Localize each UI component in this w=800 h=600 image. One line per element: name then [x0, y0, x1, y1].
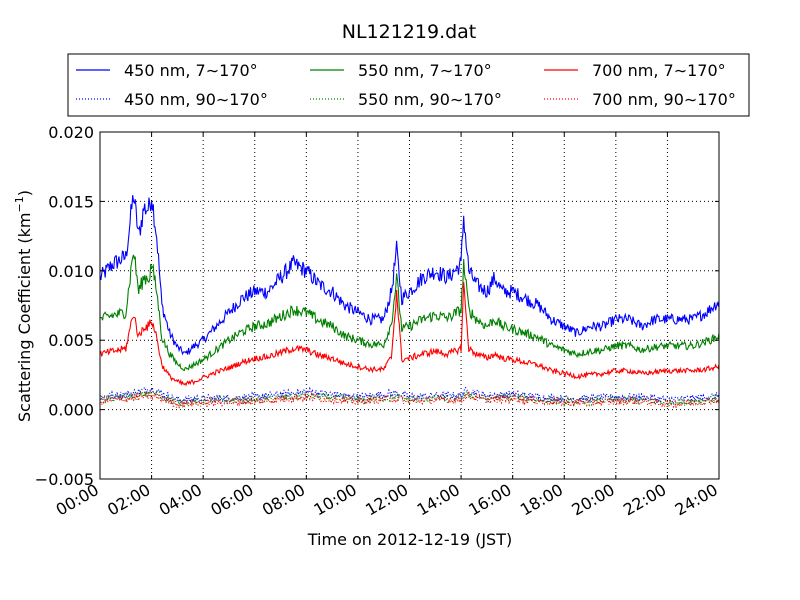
legend-label: 700 nm, 7∼170°	[592, 61, 726, 80]
y-tick-label: 0.015	[48, 192, 94, 211]
y-axis: −0.005 0.000 0.005 0.010 0.015 0.020	[35, 123, 719, 489]
chart-title: NL121219.dat	[342, 21, 477, 43]
x-axis-label: Time on 2012-12-19 (JST)	[307, 530, 512, 549]
y-axis-label: Scattering Coefficient (km−1)	[13, 190, 34, 422]
legend-label: 450 nm, 90∼170°	[124, 90, 268, 109]
legend-box	[67, 53, 750, 117]
series-layer	[100, 195, 719, 409]
legend-label: 550 nm, 90∼170°	[358, 90, 502, 109]
series-line-1	[100, 195, 719, 356]
legend: 450 nm, 7∼170° 550 nm, 7∼170° 700 nm, 7∼17…	[67, 53, 750, 117]
y-axis-label-end: )	[15, 190, 34, 196]
series-line-3	[100, 254, 719, 372]
series-line-2	[100, 386, 719, 405]
y-tick-label: 0.010	[48, 262, 94, 281]
y-axis-label-main: Scattering Coefficient (km	[15, 212, 34, 422]
y-axis-label-superscript: −1	[13, 196, 26, 212]
legend-label: 700 nm, 90∼170°	[592, 90, 736, 109]
legend-label: 550 nm, 7∼170°	[358, 61, 492, 80]
legend-label: 450 nm, 7∼170°	[124, 61, 258, 80]
y-tick-label: 0.005	[48, 331, 94, 350]
y-tick-label: 0.000	[48, 401, 94, 420]
y-tick-label: −0.005	[35, 470, 94, 489]
series-line-5	[100, 282, 719, 387]
y-tick-label: 0.020	[48, 123, 94, 142]
